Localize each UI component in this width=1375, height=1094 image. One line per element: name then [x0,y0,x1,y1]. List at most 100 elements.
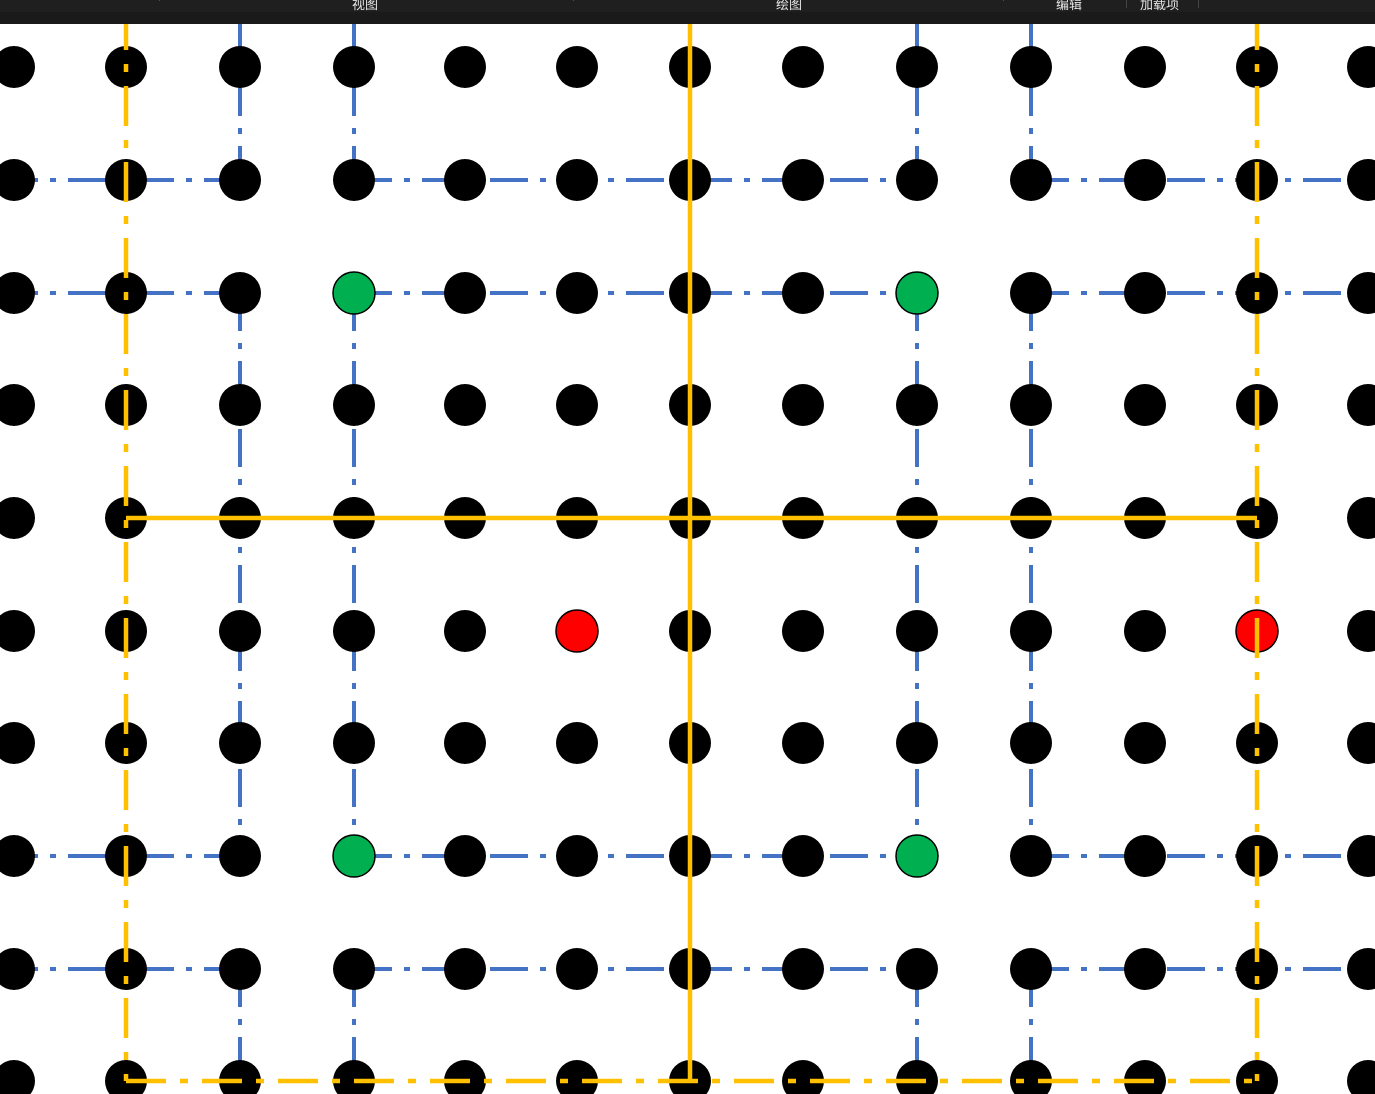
grid-dot [219,948,261,990]
grid-dot [219,835,261,877]
grid-dot [444,384,486,426]
grid-dot [444,1060,486,1094]
grid-dot [0,159,35,201]
grid-dot [556,384,598,426]
grid-dot [1010,1060,1052,1094]
grid-dot [444,159,486,201]
grid-dot [556,159,598,201]
grid-dot [219,1060,261,1094]
grid-dot [219,46,261,88]
grid-dot [444,835,486,877]
grid-dot [1124,1060,1166,1094]
grid-dot [1347,497,1375,539]
ribbon-tab-edit[interactable]: 编辑 [1056,0,1082,13]
grid-dot [333,46,375,88]
grid-dot [1124,722,1166,764]
grid-dot [896,159,938,201]
grid-dot [1347,159,1375,201]
grid-dot [1347,384,1375,426]
dot-grid-diagram [0,24,1375,1094]
grid-dot [1010,722,1052,764]
green-dot [333,272,375,314]
grid-dot [782,835,824,877]
ribbon-expand-icon[interactable]: ⌐ [1002,0,1010,5]
grid-dot [219,722,261,764]
grid-dot [782,722,824,764]
grid-dot [444,948,486,990]
grid-dot [333,384,375,426]
grid-dot [1010,384,1052,426]
grid-dot [444,46,486,88]
grid-dot [333,610,375,652]
grid-dot [444,272,486,314]
ribbon-tab-addins[interactable]: 加载项 [1140,0,1179,13]
green-dot [896,272,938,314]
grid-dot [1347,722,1375,764]
ribbon-toolbar: ⌐ 视图 ⌐ 绘图 ⌐ 编辑 加载项 [0,0,1375,24]
ribbon-expand-icon[interactable]: ⌐ [158,0,166,5]
grid-dot [1124,384,1166,426]
grid-dot [782,159,824,201]
grid-dot [0,722,35,764]
grid-dot [896,46,938,88]
grid-dot [1124,159,1166,201]
grid-dot [333,948,375,990]
grid-dot [556,272,598,314]
grid-dot [782,948,824,990]
grid-dot [556,948,598,990]
grid-dot [0,610,35,652]
grid-dot [896,948,938,990]
grid-dot [219,272,261,314]
grid-dot [1124,948,1166,990]
grid-dot [0,948,35,990]
grid-dot [0,46,35,88]
grid-dot [219,159,261,201]
ribbon-expand-icon[interactable]: ⌐ [572,0,580,5]
grid-dot [333,722,375,764]
grid-dot [1124,272,1166,314]
grid-dot [1347,1060,1375,1094]
grid-dot [556,1060,598,1094]
grid-dot [0,1060,35,1094]
grid-dot [1347,272,1375,314]
grid-dot [1124,835,1166,877]
grid-dot [556,835,598,877]
grid-dot [1347,948,1375,990]
dot-grid [0,46,1375,1094]
grid-dot [782,384,824,426]
grid-dot [896,1060,938,1094]
green-dot [333,835,375,877]
grid-dot [1010,272,1052,314]
grid-dot [1347,46,1375,88]
grid-dot [0,384,35,426]
grid-dot [1010,835,1052,877]
grid-dot [219,384,261,426]
grid-dot [219,610,261,652]
grid-dot [1010,159,1052,201]
grid-dot [896,722,938,764]
grid-dot [782,46,824,88]
grid-dot [782,272,824,314]
grid-dot [556,46,598,88]
grid-dot [1124,610,1166,652]
grid-dot [782,610,824,652]
grid-dot [1010,46,1052,88]
grid-dot [444,722,486,764]
grid-dot [896,384,938,426]
grid-dot [896,610,938,652]
grid-dot [1124,46,1166,88]
grid-dot [0,835,35,877]
grid-dot [1347,610,1375,652]
green-dot [896,835,938,877]
grid-dot [1010,610,1052,652]
grid-dot [0,272,35,314]
grid-dot [782,1060,824,1094]
ribbon-tab-view[interactable]: 视图 [352,0,378,13]
ribbon-tab-draw[interactable]: 绘图 [776,0,802,13]
grid-dot [556,722,598,764]
grid-dot [444,610,486,652]
grid-dot [333,159,375,201]
ribbon-separator [1126,0,1127,8]
grid-dot [0,497,35,539]
ribbon-separator [1198,0,1199,8]
